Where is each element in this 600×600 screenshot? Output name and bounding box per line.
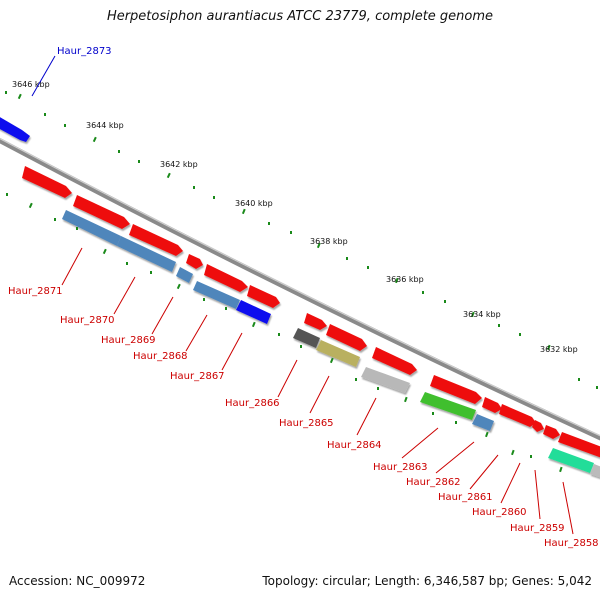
gene-feature[interactable] (532, 420, 544, 432)
gene-feature[interactable] (543, 425, 560, 439)
gene-label[interactable]: Haur_2866 (225, 398, 280, 409)
gene-feature[interactable] (117, 236, 176, 272)
gene-label[interactable]: Haur_2868 (133, 351, 188, 362)
gene-label[interactable]: Haur_2864 (327, 440, 382, 451)
kbp-label: 3634 kbp (463, 310, 501, 319)
topology-text: Topology: circular; Length: 6,346,587 bp… (262, 574, 592, 588)
gene-feature[interactable] (22, 166, 72, 198)
gene-feature[interactable] (326, 324, 367, 351)
gene-feature[interactable] (361, 367, 410, 393)
gene-label[interactable]: Haur_2858 (544, 538, 599, 549)
gene-feature[interactable] (204, 264, 248, 292)
gene-feature[interactable] (499, 404, 536, 427)
gene-label[interactable]: Haur_2862 (406, 477, 461, 488)
gene-feature[interactable] (420, 392, 476, 420)
gene-feature[interactable] (176, 267, 193, 283)
kbp-label: 3646 kbp (12, 80, 50, 89)
gene-feature[interactable] (430, 375, 482, 404)
accession-text: Accession: NC_009972 (9, 574, 146, 588)
label-leader-lines (31, 55, 574, 535)
gene-feature[interactable] (548, 448, 594, 473)
gene-label[interactable]: Haur_2865 (279, 418, 334, 429)
gene-feature[interactable] (482, 397, 502, 413)
reverse-strand-genes (62, 210, 600, 478)
gene-feature[interactable] (193, 281, 240, 309)
gene-feature[interactable] (73, 195, 130, 229)
gene-label[interactable]: Haur_2870 (60, 315, 115, 326)
gene-feature[interactable] (558, 432, 600, 458)
kbp-label: 3640 kbp (235, 199, 273, 208)
gene-label[interactable]: Haur_2859 (510, 523, 565, 534)
map-title: Herpetosiphon aurantiacus ATCC 23779, co… (106, 9, 494, 24)
gene-haur-2873[interactable] (0, 116, 30, 142)
gene-feature[interactable] (316, 340, 360, 367)
gene-label[interactable]: Haur_2873 (57, 46, 112, 57)
gene-label[interactable]: Haur_2871 (8, 286, 63, 297)
genome-backbone (0, 137, 600, 441)
gene-label[interactable]: Haur_2867 (170, 371, 225, 382)
gene-feature[interactable] (293, 328, 320, 348)
gene-label[interactable]: Haur_2860 (472, 507, 527, 518)
kbp-label: 3638 kbp (310, 237, 348, 246)
outer-tick-row (5, 91, 598, 389)
gene-label[interactable]: Haur_2861 (438, 492, 493, 503)
gene-feature[interactable] (129, 224, 183, 256)
gene-feature[interactable] (372, 347, 417, 375)
forward-strand-genes (22, 166, 600, 458)
gene-feature[interactable] (247, 285, 280, 308)
kbp-label: 3644 kbp (86, 121, 124, 130)
gene-feature[interactable] (62, 210, 121, 246)
gene-feature[interactable] (590, 464, 600, 478)
gene-feature[interactable] (186, 254, 203, 269)
gene-label[interactable]: Haur_2869 (101, 335, 156, 346)
gene-feature[interactable] (236, 300, 271, 324)
gene-feature[interactable] (304, 313, 327, 330)
kbp-label: 3632 kbp (540, 345, 578, 354)
kbp-label: 3642 kbp (160, 160, 198, 169)
inner-tick-row (6, 193, 563, 473)
gene-label[interactable]: Haur_2863 (373, 462, 428, 473)
kbp-label: 3636 kbp (386, 275, 424, 284)
gene-feature[interactable] (472, 414, 494, 431)
